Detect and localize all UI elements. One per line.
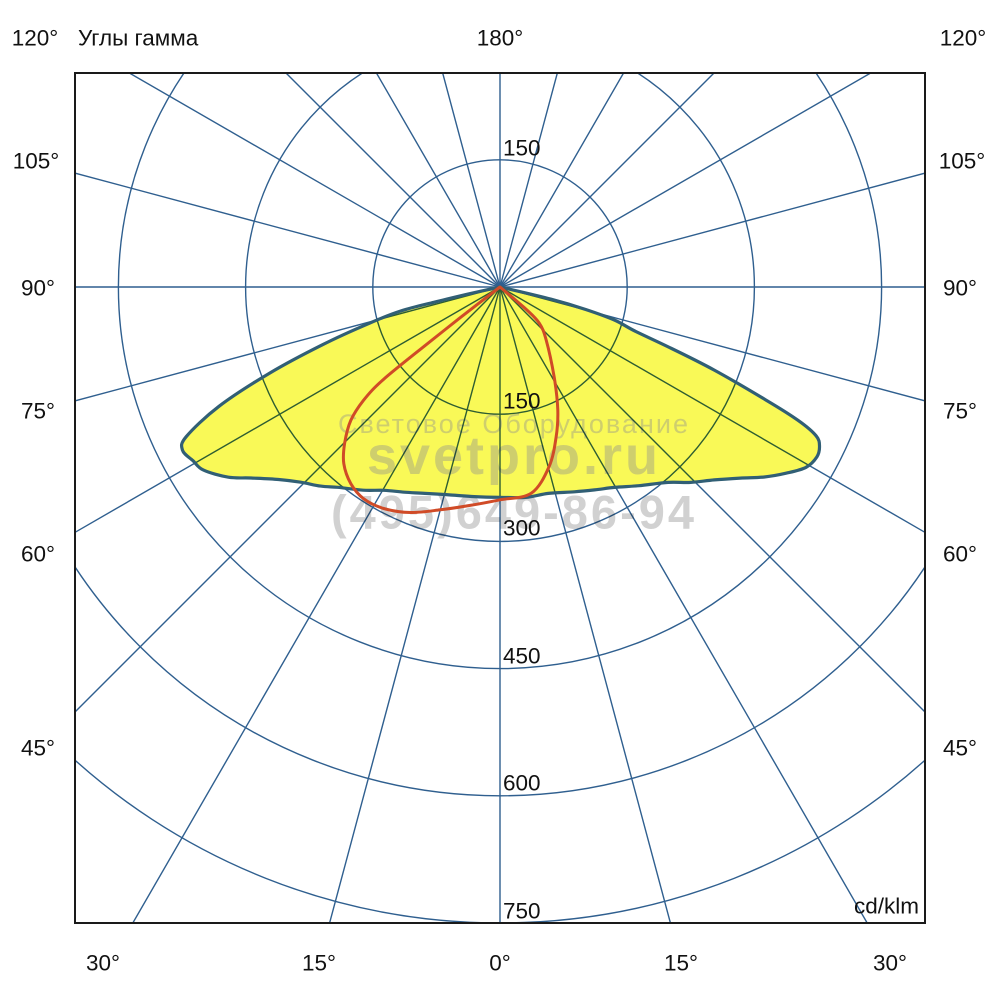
- angle-labels: 120° 105° 90° 75° 60° 45° 120° 105° 90° 75° 60° 45°…: [12, 26, 987, 976]
- gamma-angle-label: 30°: [873, 951, 907, 976]
- ring-value-label: 150: [503, 389, 541, 414]
- gamma-angle-label: 90°: [21, 276, 55, 301]
- ring-labels: 150 150 300 450 600 750: [503, 136, 541, 924]
- gamma-angle-label: 60°: [21, 542, 55, 567]
- red-curve: [341, 285, 560, 515]
- ring-value-label: 450: [503, 644, 541, 669]
- gamma-angle-label: 105°: [13, 149, 60, 174]
- gamma-angle-label: 120°: [12, 26, 59, 51]
- ring-value-label: 150: [503, 136, 541, 161]
- gamma-angle-label: 120°: [940, 26, 987, 51]
- ring-value-label: 600: [503, 771, 541, 796]
- ring-circles: [75, 73, 925, 923]
- gamma-angle-label: 75°: [21, 399, 55, 424]
- gamma-angle-label: 45°: [943, 736, 977, 761]
- ring-value-label: 300: [503, 516, 541, 541]
- gamma-angle-label: 75°: [943, 399, 977, 424]
- ring-value-label: 750: [503, 899, 541, 924]
- gamma-angle-label: 180°: [477, 26, 524, 51]
- gamma-angle-label: 90°: [943, 276, 977, 301]
- gamma-angle-label: 105°: [939, 149, 986, 174]
- plot-border: [74, 72, 926, 924]
- gamma-angle-label: 0°: [489, 951, 511, 976]
- chart-title: Углы гамма: [78, 26, 199, 51]
- gamma-angle-label: 60°: [943, 542, 977, 567]
- watermark-line2: svetpro.ru: [367, 426, 661, 486]
- gamma-angle-label: 15°: [664, 951, 698, 976]
- gamma-angle-label: 15°: [302, 951, 336, 976]
- gamma-angle-label: 30°: [86, 951, 120, 976]
- gamma-angle-label: 45°: [21, 736, 55, 761]
- unit-label: cd/klm: [854, 894, 919, 919]
- watermark-line3: (495)649-86-94: [331, 486, 697, 539]
